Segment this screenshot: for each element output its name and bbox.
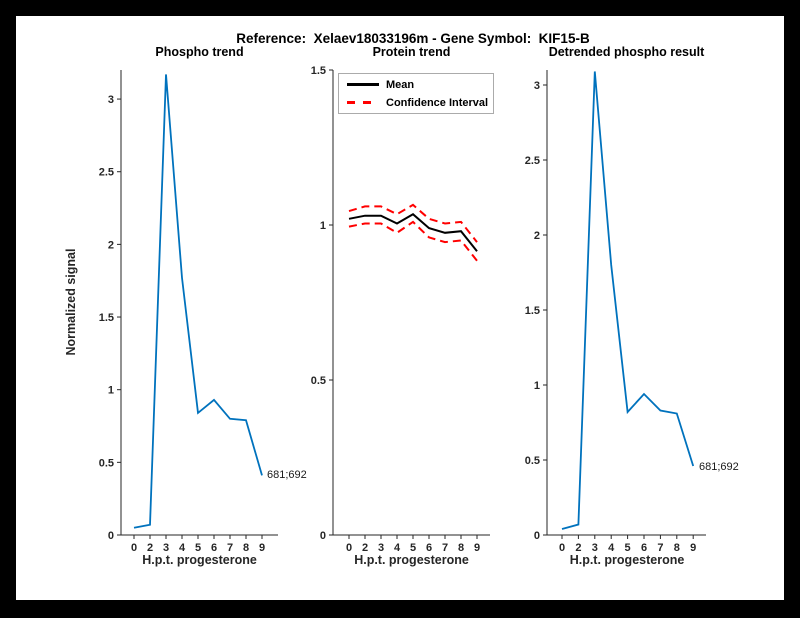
legend-label-mean: Mean xyxy=(386,78,415,91)
plot1-x-tick-label: 6 xyxy=(211,542,217,554)
plot3-y-tick-label: 2 xyxy=(534,230,540,242)
plot3-y-tick-label: 3 xyxy=(534,80,540,92)
plot2-y-tick-label: 0.5 xyxy=(311,375,326,387)
plot1-endpoint-annotation: 681;692 xyxy=(267,469,307,481)
plot2-series-ci-upper xyxy=(348,203,478,243)
plot2-title: Protein trend xyxy=(372,45,451,59)
plot3-y-tick-label: 2.5 xyxy=(525,155,540,167)
plot1-y-tick-label: 2 xyxy=(108,239,114,251)
plot1-x-axis-label: H.p.t. progesterone xyxy=(142,553,257,567)
plot1-axis-spines xyxy=(120,70,278,536)
plot2-x-tick-label: 2 xyxy=(362,542,368,554)
plot3-x-tick-label: 6 xyxy=(641,542,647,554)
plot2-y-tick-label: 0 xyxy=(320,530,326,542)
plot1-y-tick-label: 0 xyxy=(108,530,114,542)
plot2-x-tick-label: 3 xyxy=(378,542,384,554)
plot1-x-tick-label: 5 xyxy=(195,542,201,554)
plot3-x-tick-label: 3 xyxy=(592,542,598,554)
plot2-y-tick-label: 1 xyxy=(320,220,326,232)
plot3-x-tick-label: 2 xyxy=(575,542,581,554)
plot1-title: Phospho trend xyxy=(155,45,244,59)
plot2-x-axis-label: H.p.t. progesterone xyxy=(354,553,469,567)
plot1-series-phospho-signal xyxy=(133,74,263,529)
plot1-y-axis-label: Normalized signal xyxy=(64,248,78,356)
legend-row-mean: Mean xyxy=(339,77,493,92)
plot1-y-tick-label: 0.5 xyxy=(99,457,114,469)
legend: Mean Confidence Interval xyxy=(338,73,494,114)
mean-line-sample-icon xyxy=(347,83,379,86)
plot3-y-tick-label: 1.5 xyxy=(525,305,540,317)
plot3-x-tick-label: 5 xyxy=(625,542,631,554)
plot2-axis-spines xyxy=(332,70,490,536)
plot3-y-tick-label: 0 xyxy=(534,530,540,542)
plot1-x-tick-label: 9 xyxy=(259,542,265,554)
plot2-x-tick-label: 7 xyxy=(442,542,448,554)
plot1-x-tick-label: 3 xyxy=(163,542,169,554)
plot1-x-tick-label: 8 xyxy=(243,542,249,554)
plot3-x-axis-label: H.p.t. progesterone xyxy=(569,553,685,567)
plot2-x-tick-label: 4 xyxy=(394,542,401,554)
plot3-axis-spines xyxy=(546,70,706,536)
plot2-series-mean xyxy=(348,212,478,252)
plot1-y-tick-label: 2.5 xyxy=(99,167,114,179)
plot1-x-tick-label: 4 xyxy=(179,542,186,554)
plot3-x-tick-label: 8 xyxy=(674,542,680,554)
plot3-y-tick-label: 0.5 xyxy=(525,455,540,467)
plot2-x-tick-label: 9 xyxy=(474,542,480,554)
plot1-y-tick-label: 3 xyxy=(108,94,114,106)
plot1-y-tick-label: 1 xyxy=(108,385,114,397)
plot1-x-tick-label: 0 xyxy=(131,542,137,554)
plot1-x-tick-label: 7 xyxy=(227,542,233,554)
plot3-y-tick-label: 1 xyxy=(534,380,540,392)
plot1-y-tick-label: 1.5 xyxy=(99,312,114,324)
figure-title: Reference: Xelaev18033196m - Gene Symbol… xyxy=(236,31,590,46)
legend-label-confidence-interval: Confidence Interval xyxy=(386,96,489,109)
legend-row-ci: Confidence Interval xyxy=(339,95,493,110)
plot3-x-tick-label: 7 xyxy=(657,542,663,554)
plot2-y-tick-label: 1.5 xyxy=(311,65,326,77)
plot2-x-tick-label: 5 xyxy=(410,542,416,554)
plot3-series-detrended-phospho xyxy=(561,71,695,530)
plot3-x-tick-label: 0 xyxy=(559,542,565,554)
plot2-x-tick-label: 6 xyxy=(426,542,432,554)
plot1-x-tick-label: 2 xyxy=(147,542,153,554)
ci-dashed-line-sample-icon xyxy=(347,101,379,104)
plot3-endpoint-annotation: 681;692 xyxy=(699,461,739,473)
plot2-x-tick-label: 0 xyxy=(346,542,352,554)
plot3-title: Detrended phospho result xyxy=(548,45,705,59)
plot3-x-tick-label: 4 xyxy=(608,542,615,554)
plot2-x-tick-label: 8 xyxy=(458,542,464,554)
plot3-x-tick-label: 9 xyxy=(690,542,696,554)
plot2-series-ci-lower xyxy=(348,220,478,262)
